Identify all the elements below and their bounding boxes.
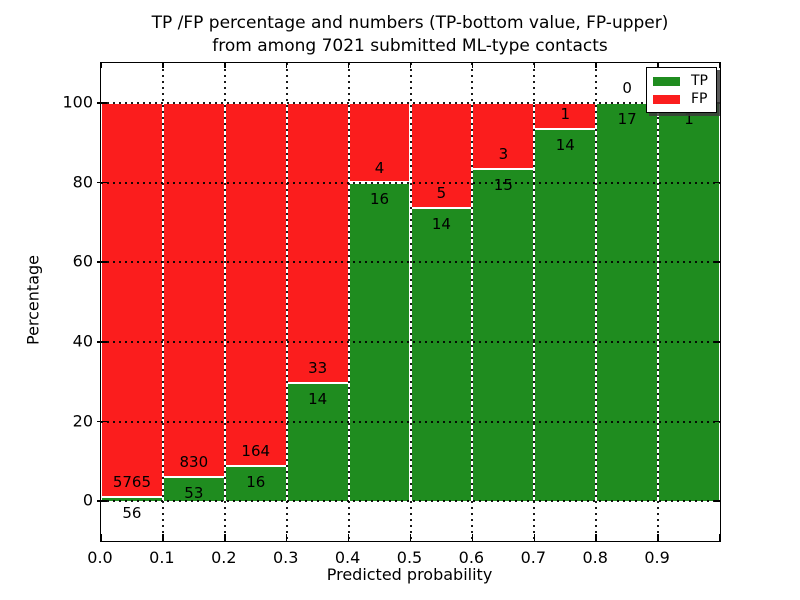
legend-entry-tp: TP: [653, 74, 710, 88]
x-tick-mark: [347, 63, 350, 68]
vertical-gridline: [347, 63, 350, 541]
y-tick-mark: [714, 181, 720, 184]
y-tick-mark: [97, 261, 107, 263]
tp-bar: [534, 129, 597, 502]
x-axis-label: Predicted probability: [326, 565, 493, 584]
y-tick-label: 20: [72, 411, 93, 430]
vertical-gridline: [285, 63, 288, 541]
plot-area: 5765568305316416331441651431511401701: [97, 62, 721, 542]
x-tick-mark: [224, 534, 226, 541]
tp-bar: [410, 207, 473, 502]
x-tick-mark: [657, 534, 659, 541]
tp-count-label: 1: [684, 109, 694, 128]
fp-swatch-icon: [653, 94, 680, 104]
y-tick-label: 40: [72, 331, 93, 351]
tp-count-label: 14: [555, 136, 575, 155]
y-tick-label: 0: [82, 490, 93, 510]
x-tick-mark: [595, 534, 597, 541]
y-tick-mark: [714, 341, 720, 343]
tp-bar: [472, 169, 535, 502]
x-tick-label: 0.9: [644, 548, 670, 567]
fp-count-label: 164: [241, 441, 271, 460]
tp-count-label: 14: [308, 389, 328, 408]
x-tick-mark: [285, 63, 288, 68]
x-tick-mark: [224, 63, 226, 68]
fp-count-label: 3: [498, 145, 509, 164]
vertical-gridline: [595, 63, 598, 541]
x-tick-mark: [285, 534, 288, 541]
y-tick-mark: [714, 261, 720, 263]
tp-count-label: 56: [122, 504, 142, 523]
x-tick-mark: [409, 534, 412, 541]
y-tick-mark: [714, 102, 720, 104]
x-tick-mark: [533, 63, 536, 68]
fp-count-label: 1: [560, 105, 571, 124]
fp-count-label: 33: [308, 358, 328, 377]
x-tick-mark: [471, 534, 474, 541]
tp-bar: [658, 102, 720, 502]
legend-label-fp: FP: [691, 91, 708, 107]
y-tick-mark: [714, 420, 720, 423]
x-tick-label: 0.3: [272, 548, 299, 567]
y-tick-mark: [97, 420, 107, 423]
fp-count-label: 5765: [112, 473, 152, 492]
y-tick-label: 80: [72, 172, 93, 191]
x-tick-mark: [100, 534, 102, 541]
tp-count-label: 16: [369, 189, 390, 208]
x-tick-label: 0.8: [582, 548, 608, 567]
y-tick-label: 60: [72, 251, 93, 271]
fp-bar: [101, 102, 163, 498]
vertical-gridline: [657, 63, 660, 541]
vertical-gridline: [471, 63, 474, 541]
tp-bar: [224, 465, 287, 502]
x-tick-mark: [595, 63, 597, 68]
x-tick-mark: [162, 534, 164, 541]
x-tick-mark: [471, 63, 474, 68]
x-tick-mark: [719, 63, 721, 68]
y-tick-mark: [97, 181, 107, 184]
chart-title-line2: from among 7021 submitted ML-type contac…: [212, 36, 608, 56]
x-tick-label: 0.6: [458, 548, 485, 567]
y-tick-label: 100: [62, 92, 93, 112]
x-tick-mark: [162, 63, 164, 68]
tp-bar: [596, 102, 659, 502]
fp-count-label: 4: [374, 158, 385, 177]
x-tick-label: 0.7: [520, 548, 547, 567]
chart-title-line1: TP /FP percentage and numbers (TP-bottom…: [151, 13, 669, 33]
vertical-gridline: [223, 63, 226, 541]
legend: TP FP: [646, 67, 717, 113]
vertical-gridline: [409, 63, 412, 541]
x-tick-label: 0.0: [87, 548, 113, 567]
tp-swatch-icon: [653, 76, 680, 86]
x-tick-mark: [409, 63, 412, 68]
x-tick-label: 0.4: [334, 548, 361, 567]
y-tick-mark: [97, 500, 107, 502]
tp-count-label: 53: [184, 484, 204, 503]
legend-entry-fp: FP: [653, 92, 710, 106]
tp-count-label: 15: [493, 176, 513, 195]
legend-label-tp: TP: [691, 73, 708, 89]
x-tick-mark: [347, 534, 350, 541]
fp-count-label: 0: [622, 78, 632, 97]
fp-bar: [224, 102, 287, 466]
x-tick-label: 0.1: [149, 548, 175, 567]
tp-count-label: 14: [431, 214, 451, 233]
x-tick-label: 0.5: [396, 548, 423, 567]
vertical-gridline: [533, 63, 536, 541]
vertical-gridline: [161, 63, 164, 541]
fp-count-label: 830: [179, 453, 209, 472]
x-tick-mark: [100, 63, 102, 68]
tp-count-label: 17: [617, 109, 637, 128]
tp-count-label: 16: [246, 472, 266, 491]
x-tick-label: 0.2: [211, 548, 237, 567]
x-tick-mark: [719, 534, 721, 541]
x-tick-mark: [533, 534, 536, 541]
y-tick-mark: [97, 341, 107, 343]
y-tick-mark: [714, 500, 720, 502]
y-tick-mark: [97, 102, 107, 104]
fp-count-label: 5: [436, 183, 447, 202]
x-tick-mark: [657, 63, 659, 68]
